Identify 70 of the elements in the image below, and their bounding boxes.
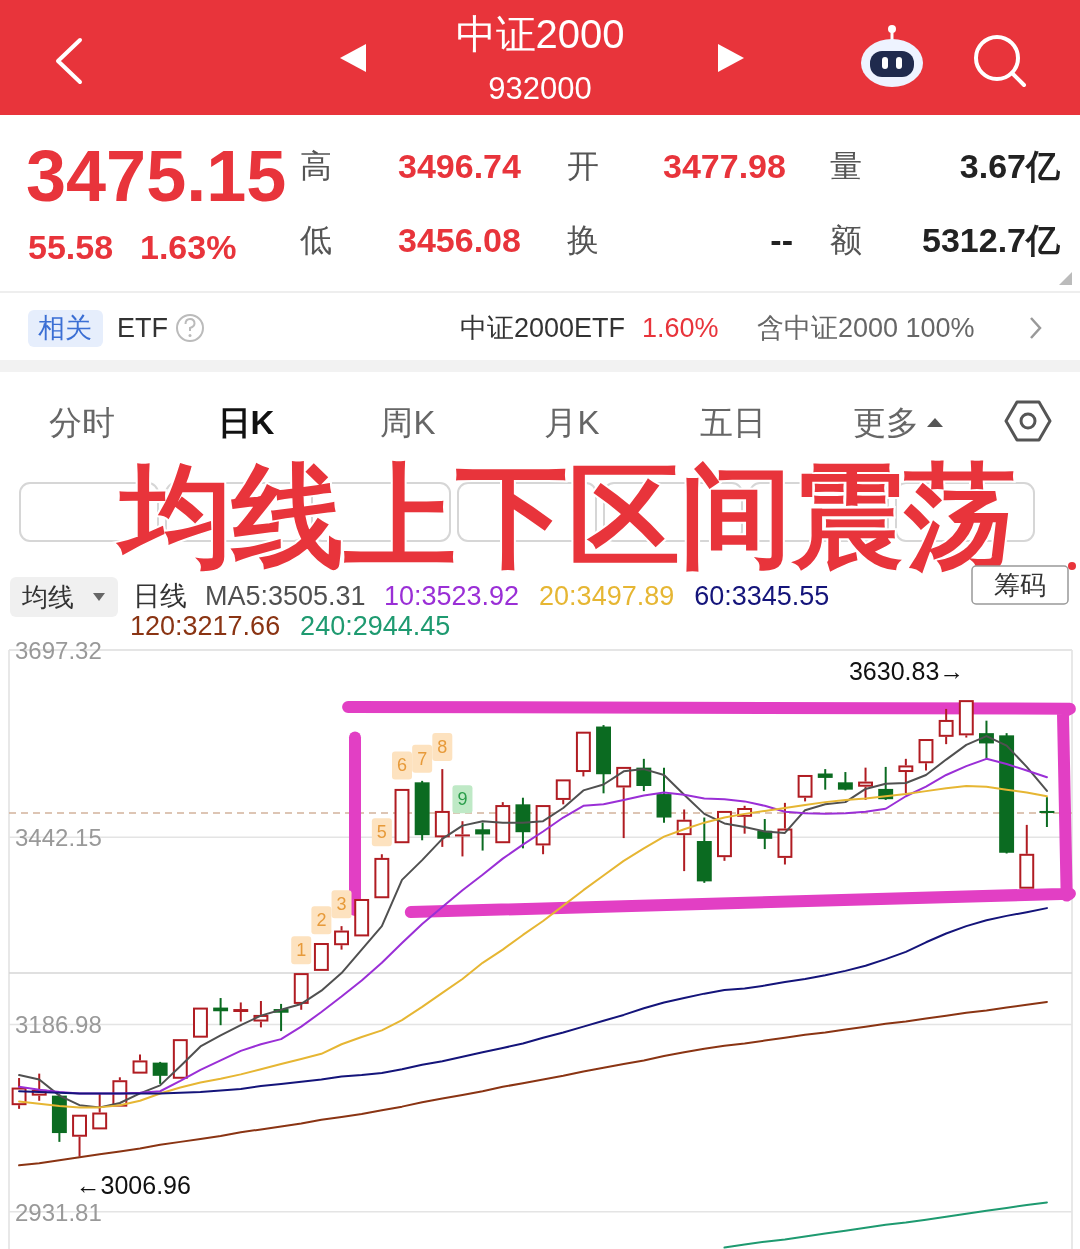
candlestick (918, 739, 934, 772)
candlestick (354, 898, 370, 937)
candlestick (898, 757, 914, 795)
candlestick (152, 1060, 168, 1085)
text: 换 (567, 222, 599, 258)
candlestick (817, 768, 833, 791)
text: 1.63% (140, 228, 237, 266)
text: 3 (336, 894, 347, 915)
text: 3477.98 (663, 147, 786, 185)
text: 五日 (700, 403, 766, 441)
y-tick-label: 3442.15 (15, 823, 102, 851)
text: 7 (417, 748, 428, 769)
text: 60:3345.55 (694, 581, 830, 611)
candlestick (475, 821, 491, 852)
text: 额 (830, 222, 862, 258)
text: 分时 (49, 403, 115, 441)
text: 低 (300, 222, 332, 258)
annotation: ←3006.96 (75, 1170, 191, 1199)
candlestick (656, 766, 672, 824)
text: 中证2000ETF (459, 313, 625, 343)
text: -- (770, 221, 793, 259)
candlestick (938, 707, 954, 746)
text: 9 (457, 789, 468, 810)
text: 1.60% (642, 313, 719, 343)
text: 开 (567, 148, 599, 184)
text: 120:3217.66 (130, 611, 281, 641)
text: 240:2944.45 (300, 611, 451, 641)
text: 5312.7亿 (922, 221, 1061, 259)
line-series (723, 1201, 1048, 1249)
text: 10:3523.92 (383, 581, 520, 611)
text: 8 (437, 737, 448, 758)
legend-title: 日线 (133, 581, 187, 611)
text: ETF (117, 313, 168, 343)
y-tick-label: 2931.81 (15, 1198, 102, 1226)
candlestick (233, 1001, 249, 1023)
text: 3475.15 (26, 136, 287, 216)
candlestick (495, 801, 511, 844)
text: 高 (300, 148, 332, 184)
text: 量 (830, 148, 862, 184)
text: 20:3497.89 (539, 581, 675, 611)
text: 中证2000 (455, 12, 625, 56)
candlestick (172, 1039, 188, 1079)
text: 932000 (488, 70, 592, 106)
text: 相关 (38, 313, 92, 343)
text: 含中证2000 100% (757, 313, 975, 343)
candlestick (394, 788, 410, 844)
candlestick (777, 801, 793, 866)
text: 月K (544, 403, 600, 441)
text: 3456.08 (398, 221, 521, 259)
text: 更多 (853, 403, 919, 441)
y-tick-label: 3697.32 (15, 636, 102, 664)
candlestick (92, 1092, 108, 1130)
text: 1 (296, 940, 307, 961)
text: 5 (376, 822, 387, 843)
text: 周K (380, 403, 436, 441)
candlestick (1039, 796, 1055, 829)
candlestick (374, 853, 390, 899)
line-series (18, 1000, 1048, 1167)
text: 3.67亿 (959, 147, 1061, 185)
text: 55.58 (28, 228, 114, 266)
candlestick (334, 925, 349, 951)
text: 3496.74 (398, 147, 521, 185)
y-tick-label: 3186.98 (15, 1010, 102, 1038)
text: 均线 (21, 582, 74, 612)
text: 日K (217, 403, 275, 441)
text: MA5:3505.31 (205, 581, 366, 611)
annotation: 3630.83→ (848, 656, 965, 685)
candlestick (717, 810, 732, 862)
candlestick (1019, 823, 1035, 889)
text: 2 (316, 910, 327, 931)
